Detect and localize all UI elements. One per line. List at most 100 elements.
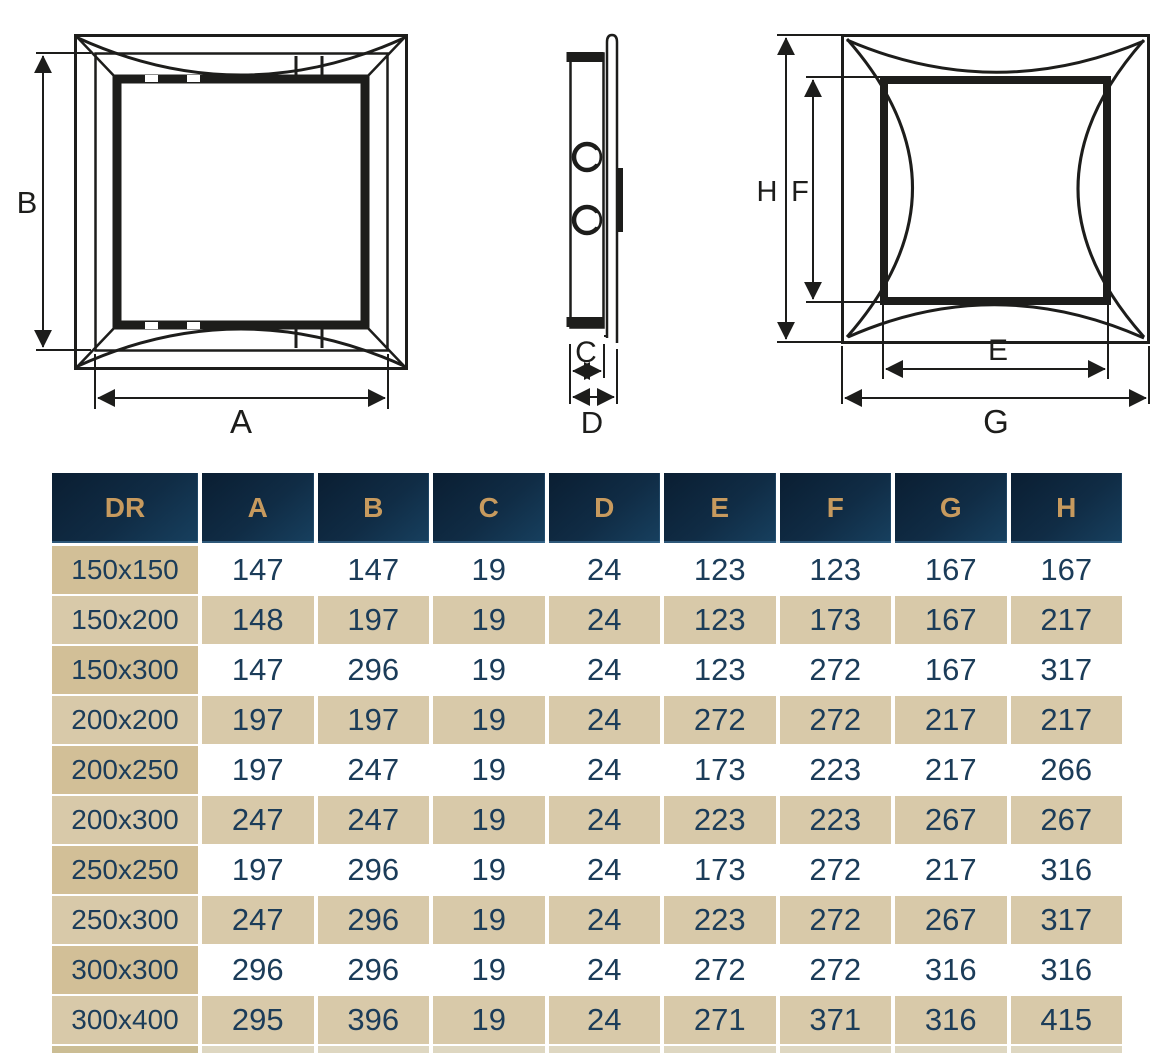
cell-g: 167 bbox=[895, 646, 1007, 694]
dim-label-g: G bbox=[983, 403, 1009, 440]
cell-a: 197 bbox=[202, 746, 314, 794]
cell-a: 197 bbox=[202, 846, 314, 894]
side-hole-top bbox=[571, 141, 603, 173]
cell-h: 167 bbox=[1010, 546, 1122, 594]
dim-C bbox=[569, 344, 605, 404]
column-header-h: H bbox=[1010, 473, 1122, 543]
row-size-label: 200x200 bbox=[52, 696, 198, 744]
column-header-b: B bbox=[317, 473, 429, 543]
back-bottom-spring bbox=[847, 303, 1145, 340]
cell-b: 396 bbox=[317, 996, 429, 1044]
cell-h: 317 bbox=[1010, 896, 1122, 944]
cell-d: 24 bbox=[548, 896, 660, 944]
cell-h: 316 bbox=[1010, 946, 1122, 994]
dim-label-d: D bbox=[581, 405, 603, 440]
cell-e: 123 bbox=[664, 546, 776, 594]
dim-F bbox=[804, 76, 882, 303]
cell-c: 19 bbox=[433, 946, 545, 994]
row-size-label: 200x250 bbox=[52, 746, 198, 794]
hinge-notches bbox=[145, 75, 200, 329]
dim-D bbox=[572, 349, 618, 406]
cell-f: 173 bbox=[779, 596, 891, 644]
cell-e: 173 bbox=[664, 846, 776, 894]
cell-e: 223 bbox=[664, 896, 776, 944]
cell-d: 24 bbox=[548, 946, 660, 994]
row-size-label: 250x300 bbox=[52, 896, 198, 944]
side-clip bbox=[616, 168, 623, 232]
cell-a: 148 bbox=[202, 596, 314, 644]
cell-c: 19 bbox=[433, 846, 545, 894]
row-size-label: 200x300 bbox=[52, 796, 198, 844]
cell-g: 217 bbox=[895, 846, 1007, 894]
cell-c: 19 bbox=[433, 996, 545, 1044]
table-row-300x300: 300x300 296 296 19 24 272 272 316 316 bbox=[52, 946, 1122, 994]
table-row-150x150: 150x150 147 147 19 24 123 123 167 167 bbox=[52, 546, 1122, 594]
cell-d: 24 bbox=[548, 846, 660, 894]
side-flange bbox=[605, 33, 619, 343]
cell-e: 223 bbox=[664, 796, 776, 844]
cell-b: 296 bbox=[317, 846, 429, 894]
row-size-label: 150x150 bbox=[52, 546, 198, 594]
cell-f: 272 bbox=[779, 846, 891, 894]
cell-d: 24 bbox=[548, 796, 660, 844]
cell-g: 316 bbox=[895, 996, 1007, 1044]
cell-h: 217 bbox=[1010, 596, 1122, 644]
cell-f: 272 bbox=[779, 696, 891, 744]
cell-e: 272 bbox=[664, 696, 776, 744]
row-size-label: 150x200 bbox=[52, 596, 198, 644]
cell-c: 19 bbox=[433, 546, 545, 594]
front-top-spring bbox=[77, 36, 405, 77]
table-row-150x200: 150x200 148 197 19 24 123 173 167 217 bbox=[52, 596, 1122, 644]
cell-g: 167 bbox=[895, 546, 1007, 594]
table-row-250x250: 250x250 197 296 19 24 173 272 217 316 bbox=[52, 846, 1122, 894]
cell-b: 197 bbox=[317, 596, 429, 644]
cell-c: 19 bbox=[433, 746, 545, 794]
cell-b: 247 bbox=[317, 746, 429, 794]
table-row-300x400: 300x400 295 396 19 24 271 371 316 415 bbox=[52, 996, 1122, 1044]
front-view bbox=[74, 34, 408, 370]
back-door-frame bbox=[880, 76, 1111, 305]
cell-c: 19 bbox=[433, 796, 545, 844]
cell-g: 217 bbox=[895, 696, 1007, 744]
row-size-label: 150x300 bbox=[52, 646, 198, 694]
column-header-c: C bbox=[433, 473, 545, 543]
cell-d: 24 bbox=[548, 546, 660, 594]
side-view bbox=[566, 33, 623, 343]
cell-d: 24 bbox=[548, 646, 660, 694]
front-door-frame bbox=[112, 74, 370, 330]
cell-d: 24 bbox=[548, 996, 660, 1044]
back-left-spring bbox=[845, 38, 914, 338]
cell-f: 272 bbox=[779, 646, 891, 694]
column-header-e: E bbox=[664, 473, 776, 543]
cell-h: 317 bbox=[1010, 646, 1122, 694]
dim-label-a: A bbox=[230, 403, 252, 440]
dim-label-c: C bbox=[575, 336, 597, 369]
side-hole-bottom bbox=[571, 204, 603, 236]
dimension-table: DR A B C D E F G H 150x150 147 147 19 24 123 123 167 167… bbox=[52, 473, 1122, 1053]
cell-c: 19 bbox=[433, 596, 545, 644]
cell-h: 267 bbox=[1010, 796, 1122, 844]
table-header-row: DR A B C D E F G H bbox=[52, 473, 1122, 543]
cell-e: 271 bbox=[664, 996, 776, 1044]
technical-drawing: B A C D bbox=[17, 33, 1150, 440]
cell-b: 197 bbox=[317, 696, 429, 744]
cutoff-row bbox=[52, 1046, 1122, 1053]
column-header-a: A bbox=[202, 473, 314, 543]
cell-a: 295 bbox=[202, 996, 314, 1044]
cell-b: 296 bbox=[317, 646, 429, 694]
cell-e: 272 bbox=[664, 946, 776, 994]
dim-G bbox=[841, 346, 1150, 407]
cell-f: 223 bbox=[779, 746, 891, 794]
cell-d: 24 bbox=[548, 696, 660, 744]
column-header-f: F bbox=[779, 473, 891, 543]
cell-g: 316 bbox=[895, 946, 1007, 994]
cell-g: 167 bbox=[895, 596, 1007, 644]
cell-f: 223 bbox=[779, 796, 891, 844]
front-bottom-spring bbox=[77, 327, 405, 368]
cell-e: 123 bbox=[664, 596, 776, 644]
cell-b: 296 bbox=[317, 946, 429, 994]
row-size-label: 300x400 bbox=[52, 996, 198, 1044]
cell-h: 266 bbox=[1010, 746, 1122, 794]
table-row-250x300: 250x300 247 296 19 24 223 272 267 317 bbox=[52, 896, 1122, 944]
cell-f: 371 bbox=[779, 996, 891, 1044]
